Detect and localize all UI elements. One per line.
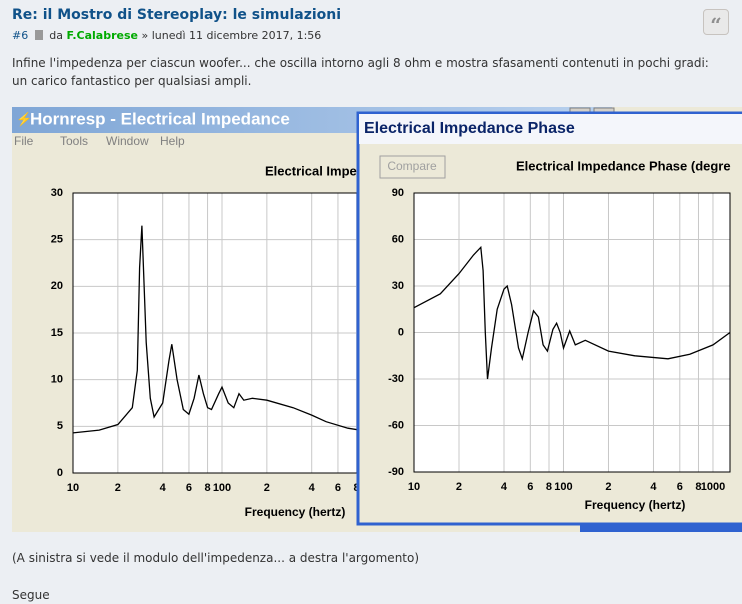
compare-frame <box>379 155 446 179</box>
window-title: Electrical Impedance Phase <box>364 120 575 137</box>
compare-button[interactable]: Compare <box>387 159 437 173</box>
x-axis-label: Frequency (hertz) <box>245 505 346 519</box>
post-body: Infine l'impedenza per ciascun woofer...… <box>12 56 709 88</box>
menu-bar: File Tools Window Help <box>14 134 185 148</box>
right-window: Electrical Impedance Phase Compare Elect… <box>356 111 742 532</box>
chart-title: Electrical Impedance Phase (degre <box>516 158 731 173</box>
y-tick-label: 90 <box>392 187 404 199</box>
menu-item: Window <box>106 134 149 148</box>
y-tick-label: 15 <box>51 327 63 339</box>
y-tick-label: 20 <box>51 280 63 292</box>
window-title: Hornresp - Electrical Impedance <box>30 109 290 128</box>
post-title[interactable]: Re: il Mostro di Stereoplay: le simulazi… <box>12 7 342 23</box>
x-tick-label: 4 <box>501 481 508 493</box>
title-bar <box>359 114 742 144</box>
chart-1: Electrical Impedance Phase (degre -90 -60 -… <box>388 158 731 512</box>
y-tick-label: 30 <box>392 280 404 292</box>
y-tick-label: -90 <box>388 466 404 478</box>
x-tick-label: 6 <box>335 482 341 494</box>
y-tick-label: 60 <box>392 233 404 245</box>
x-tick-label: 2 <box>456 481 462 493</box>
quote-button[interactable]: “ <box>703 9 729 37</box>
footer-text: Segue <box>12 588 50 602</box>
x-tick-label: 8 <box>204 482 210 494</box>
x-tick-label: 100 <box>213 482 231 494</box>
impedance-line <box>413 245 731 380</box>
x-tick-label: 8 <box>546 481 552 493</box>
menu-item: Help <box>160 134 185 148</box>
y-tick-label: 30 <box>51 187 63 199</box>
x-tick-label: 2 <box>264 482 270 494</box>
post-number[interactable]: #6 <box>12 29 29 42</box>
post-icon <box>34 30 43 40</box>
x-axis-label: Frequency (hertz) <box>585 498 686 512</box>
date: » lunedì 11 dicembre 2017, 1:56 <box>141 29 322 42</box>
y-tick-label: 25 <box>51 234 63 246</box>
x-tick-label: 10 <box>67 482 79 494</box>
y-tick-label: 0 <box>398 326 404 338</box>
x-tick-label: 10 <box>408 481 420 493</box>
x-tick-label: 6 <box>186 482 192 494</box>
x-tick-label: 100 <box>554 481 572 493</box>
author[interactable]: F.Calabrese <box>66 29 138 42</box>
y-tick-label: 0 <box>57 467 63 479</box>
x-tick-label: 2 <box>605 481 611 493</box>
x-tick-label: 6 <box>527 481 533 493</box>
caption: (A sinistra si vede il modulo dell'imped… <box>12 551 420 565</box>
x-tick-label: 4 <box>650 481 657 493</box>
impedance-line <box>72 225 372 434</box>
y-tick-label: -60 <box>388 419 404 431</box>
screenshot-image: ⚡ Hornresp - Electrical Impedance File To… <box>12 107 742 532</box>
x-tick-label: 1000 <box>701 481 725 493</box>
x-tick-label: 2 <box>115 482 121 494</box>
y-tick-label: 10 <box>51 374 63 386</box>
taskbar-strip <box>580 524 742 532</box>
y-tick-label: -30 <box>388 373 404 385</box>
by: da <box>49 29 63 42</box>
x-tick-label: 4 <box>160 482 167 494</box>
x-tick-label: 8 <box>695 481 701 493</box>
menu-item: File <box>14 134 34 148</box>
y-tick-label: 5 <box>57 420 63 432</box>
app-icon: ⚡ <box>16 111 32 127</box>
x-tick-label: 6 <box>677 481 683 493</box>
x-tick-label: 4 <box>309 482 316 494</box>
menu-item: Tools <box>60 134 88 148</box>
post-meta: #6 da F.Calabrese » lunedì 11 dicembre 2… <box>12 29 321 42</box>
